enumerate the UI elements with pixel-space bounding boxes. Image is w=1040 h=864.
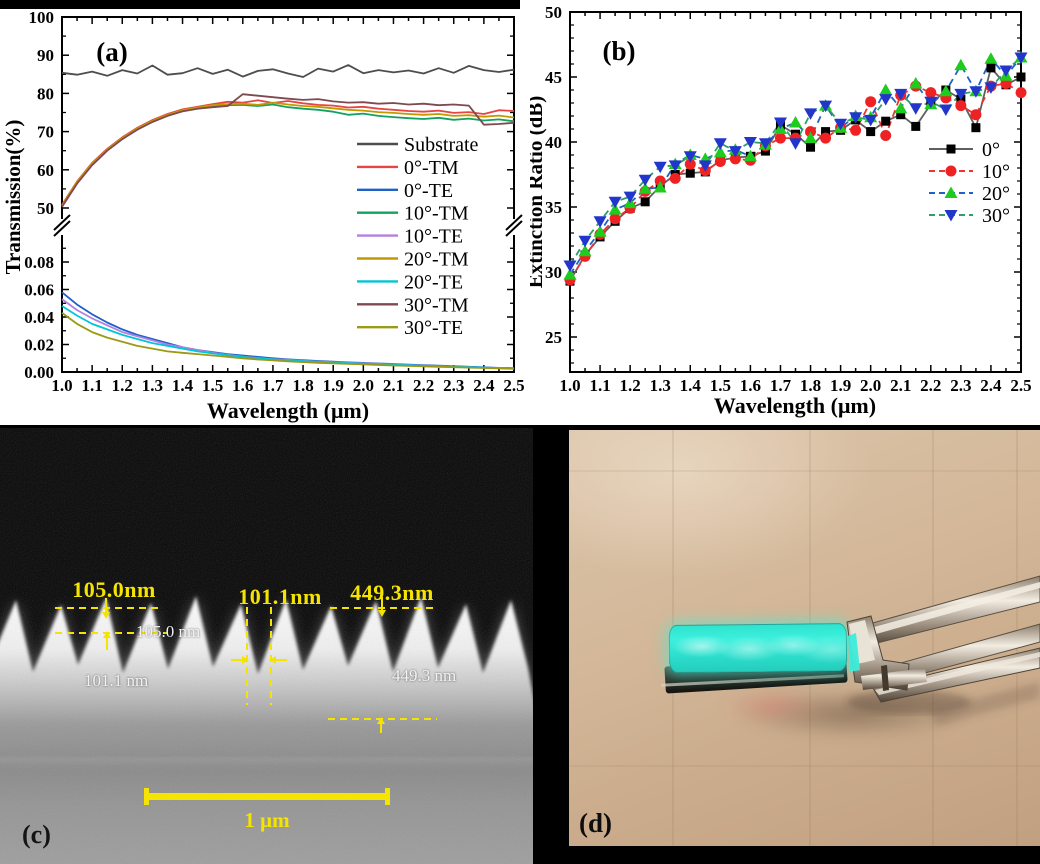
svg-text:2.5: 2.5: [1010, 376, 1031, 395]
svg-text:10°-TE: 10°-TE: [404, 226, 463, 248]
svg-text:2.5: 2.5: [503, 376, 524, 395]
panel-c-label: (c): [22, 820, 51, 849]
svg-text:50: 50: [545, 3, 562, 22]
sem-annotation-lines: [55, 597, 437, 805]
svg-text:2.0: 2.0: [860, 376, 881, 395]
svg-text:1.6: 1.6: [232, 376, 253, 395]
svg-text:70: 70: [37, 123, 54, 142]
svg-text:1.2: 1.2: [620, 376, 641, 395]
svg-text:Wavelength (μm): Wavelength (μm): [714, 393, 876, 418]
svg-text:35: 35: [545, 198, 562, 217]
svg-text:Transmission(%): Transmission(%): [1, 120, 25, 275]
sem-inner-label-height: 105.0 nm: [136, 622, 201, 641]
svg-text:1.6: 1.6: [740, 376, 761, 395]
svg-text:0.04: 0.04: [24, 308, 54, 327]
svg-text:1.8: 1.8: [292, 376, 313, 395]
panel-d-label: (d): [579, 808, 612, 838]
svg-text:50: 50: [37, 199, 54, 218]
svg-text:1.3: 1.3: [142, 376, 163, 395]
svg-text:20°: 20°: [982, 183, 1010, 205]
sem-measurement-label-width: 101.1nm: [238, 584, 322, 609]
svg-text:2.4: 2.4: [473, 376, 495, 395]
svg-text:Wavelength (μm): Wavelength (μm): [207, 398, 369, 423]
svg-text:1.3: 1.3: [650, 376, 671, 395]
svg-text:10°-TM: 10°-TM: [404, 203, 469, 225]
tweezers-arm-shadow: [929, 682, 1040, 726]
sem-scale-bar-label: 1 μm: [244, 808, 290, 832]
svg-text:60: 60: [37, 161, 54, 180]
svg-text:30°-TE: 30°-TE: [404, 317, 463, 339]
panel-a-transmission-chart: 1.0 1.1 1.2 1.3 1.4 1.5 1.6 1.7 1.8 1.9 2.0 2.1 2.2 2…: [1, 9, 525, 423]
paper-grid-line: [569, 765, 1040, 767]
svg-text:1.0: 1.0: [51, 376, 72, 395]
tweezers: [846, 575, 1040, 726]
svg-text:10°: 10°: [982, 161, 1010, 183]
svg-text:(b): (b): [603, 36, 636, 66]
sem-micrograph: [0, 428, 533, 864]
svg-text:1.4: 1.4: [172, 376, 194, 395]
svg-text:2.1: 2.1: [890, 376, 911, 395]
svg-text:Substrate: Substrate: [404, 134, 479, 156]
sample-pink-glow: [701, 682, 841, 730]
svg-text:1.1: 1.1: [589, 376, 610, 395]
svg-text:0.02: 0.02: [24, 336, 54, 355]
svg-text:2.2: 2.2: [413, 376, 434, 395]
svg-text:Extinction Ratio (dB): Extinction Ratio (dB): [530, 96, 547, 289]
panel-d-photo: (d): [569, 430, 1040, 846]
svg-text:1.5: 1.5: [710, 376, 731, 395]
tweezers-lower-arm-highlight: [875, 652, 1040, 695]
panel-c-sem-image: 105.0nm 101.1nm 449.3nm 105.0 nm 101.1 n…: [0, 428, 533, 864]
tweezers-upper-arm-highlight: [859, 582, 1040, 638]
svg-text:2.3: 2.3: [443, 376, 464, 395]
svg-text:45: 45: [545, 68, 562, 87]
svg-text:2.4: 2.4: [980, 376, 1002, 395]
svg-text:1.8: 1.8: [800, 376, 821, 395]
svg-text:2.3: 2.3: [950, 376, 971, 395]
svg-text:30°: 30°: [982, 205, 1010, 227]
tweezers-lower-plate: [861, 668, 927, 690]
svg-text:0.08: 0.08: [24, 253, 54, 272]
sem-inner-label-period: 449.3 nm: [392, 666, 457, 685]
sem-measurement-label-period: 449.3nm: [350, 580, 434, 605]
svg-text:1.1: 1.1: [82, 376, 103, 395]
paper-grid-line: [932, 430, 934, 846]
svg-text:20°-TE: 20°-TE: [404, 271, 463, 293]
svg-text:90: 90: [37, 46, 54, 65]
svg-text:1.9: 1.9: [830, 376, 851, 395]
svg-text:80: 80: [37, 84, 54, 103]
svg-text:1.9: 1.9: [323, 376, 344, 395]
sem-scale-bar: [147, 793, 387, 800]
svg-text:25: 25: [545, 328, 562, 347]
svg-text:100: 100: [29, 9, 55, 27]
sample-cyan-sliver: [848, 633, 860, 672]
svg-text:1.2: 1.2: [112, 376, 133, 395]
sem-measurement-label-height: 105.0nm: [72, 577, 156, 602]
svg-text:2.0: 2.0: [353, 376, 374, 395]
svg-text:40: 40: [545, 133, 562, 152]
svg-text:0°-TM: 0°-TM: [404, 157, 459, 179]
panel-b-extinction-chart: 1.0 1.1 1.2 1.3 1.4 1.5 1.6 1.7 1.8 1.9 2.0 2.1 2.2 2…: [530, 3, 1032, 418]
svg-text:2.2: 2.2: [920, 376, 941, 395]
svg-text:1.0: 1.0: [559, 376, 580, 395]
tweezers-prong: [881, 665, 889, 691]
svg-text:2.1: 2.1: [383, 376, 404, 395]
svg-text:30°-TM: 30°-TM: [404, 294, 469, 316]
svg-text:0°-TE: 0°-TE: [404, 180, 453, 202]
sem-inner-label-width: 101.1 nm: [84, 671, 149, 690]
svg-text:30: 30: [545, 263, 562, 282]
svg-text:1.4: 1.4: [680, 376, 702, 395]
svg-text:0°: 0°: [982, 139, 1000, 161]
svg-text:0.06: 0.06: [24, 281, 54, 300]
svg-text:1.7: 1.7: [770, 376, 792, 395]
paper-grid-line: [569, 470, 1040, 472]
svg-text:0.00: 0.00: [24, 363, 54, 382]
sem-noise-overlay: [0, 428, 533, 864]
svg-text:(a): (a): [96, 37, 127, 67]
svg-text:1.7: 1.7: [262, 376, 284, 395]
svg-text:1.5: 1.5: [202, 376, 223, 395]
top-black-bar: [0, 0, 520, 9]
svg-text:20°-TM: 20°-TM: [404, 249, 469, 271]
